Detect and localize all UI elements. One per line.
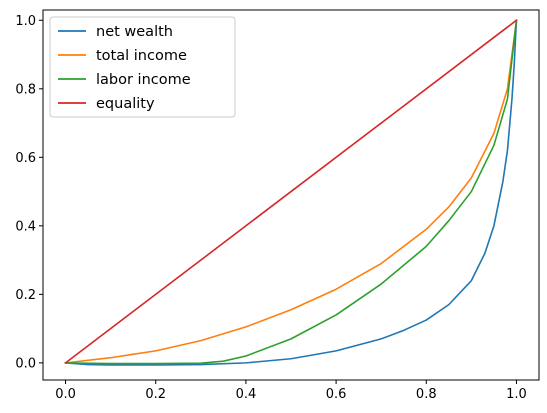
x-axis-ticks: 0.0 0.2 0.4 0.6 0.8 1.0 [55, 380, 527, 402]
legend-label-total-income: total income [96, 48, 187, 64]
y-tick-label: 1.0 [15, 14, 36, 29]
legend-label-labor-income: labor income [96, 72, 191, 88]
legend: net wealth total income labor income equali… [49, 16, 236, 118]
plot-frame [42, 9, 540, 381]
series-line-equality [64, 19, 518, 364]
y-axis-ticks: 0.0 0.2 0.4 0.6 0.8 1.0 [15, 14, 43, 371]
legend-box [49, 16, 236, 118]
legend-label-equality: equality [96, 96, 155, 112]
series-line-net-wealth [64, 19, 518, 366]
x-tick-label: 0.2 [145, 387, 166, 402]
x-tick-label: 0.0 [55, 387, 76, 402]
legend-label-net-wealth: net wealth [96, 24, 173, 40]
x-tick-label: 0.6 [326, 387, 347, 402]
y-tick-label: 0.8 [15, 82, 36, 97]
series-line-labor-income [64, 19, 518, 365]
x-tick-label: 0.4 [236, 387, 257, 402]
y-tick-label: 0.4 [15, 219, 36, 234]
x-tick-label: 1.0 [506, 387, 527, 402]
y-tick-label: 0.6 [15, 151, 36, 166]
y-tick-label: 0.2 [15, 288, 36, 303]
series-line-total-income [64, 19, 518, 364]
series-layer [64, 19, 518, 366]
y-tick-label: 0.0 [15, 356, 36, 371]
x-tick-label: 0.8 [416, 387, 437, 402]
